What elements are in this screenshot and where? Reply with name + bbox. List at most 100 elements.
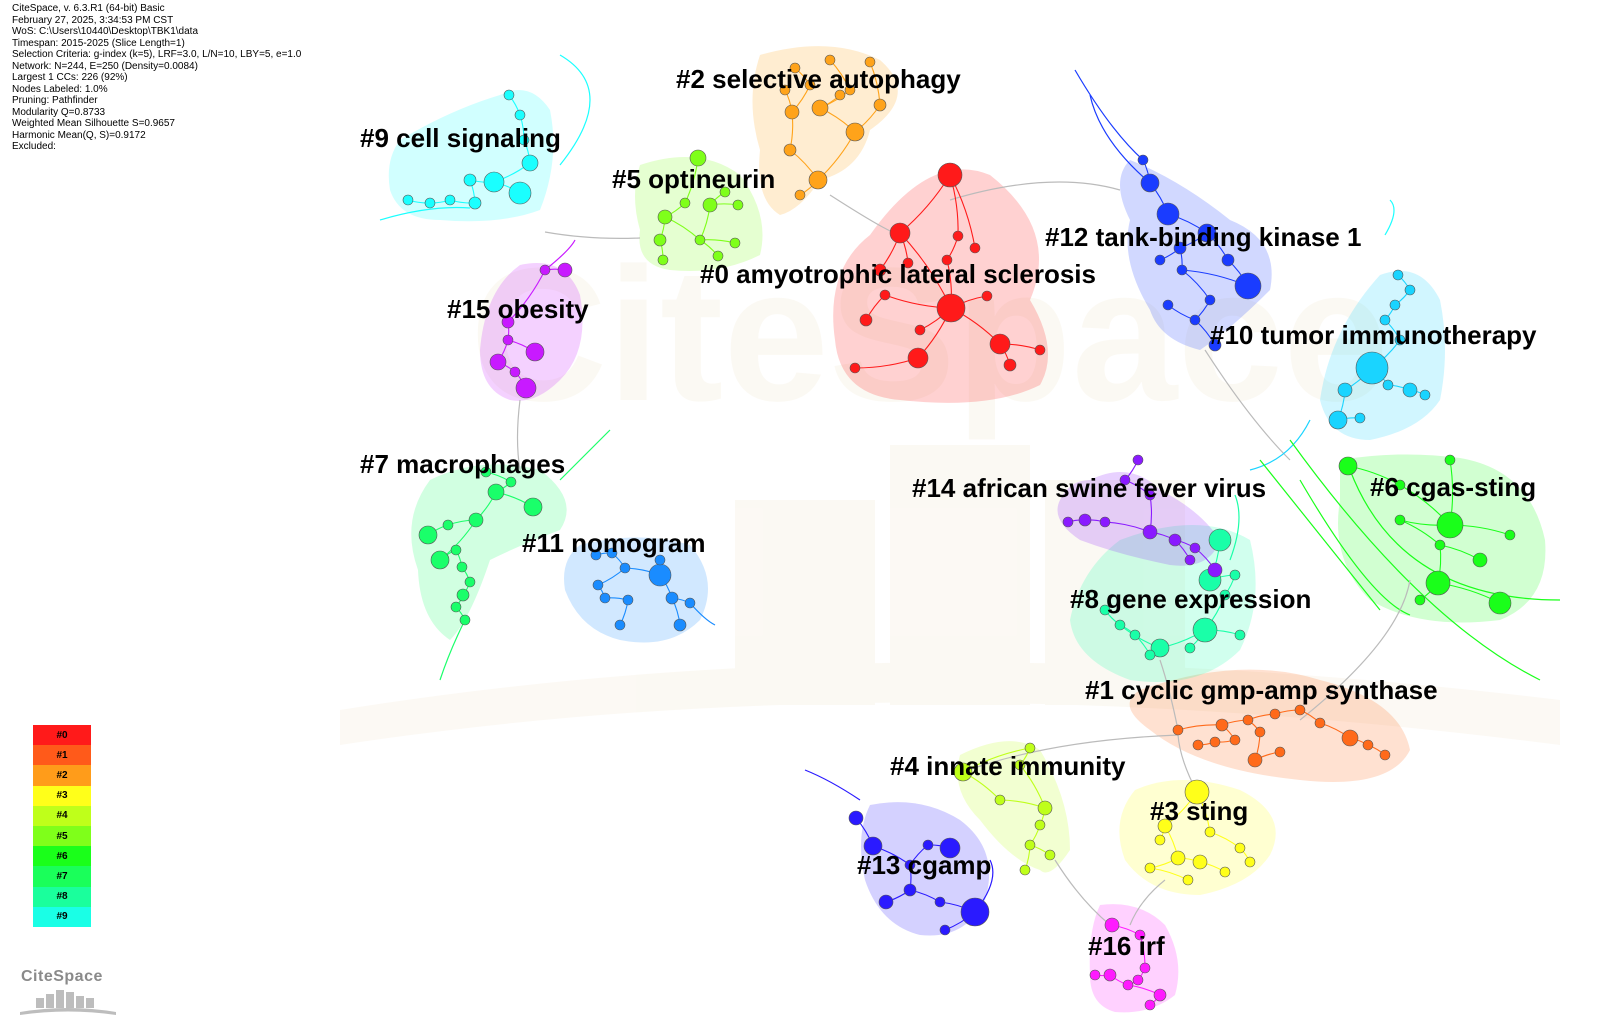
citation-node[interactable] (468, 512, 484, 528)
citation-node[interactable] (941, 254, 953, 266)
citation-node[interactable] (783, 143, 797, 157)
citation-node[interactable] (981, 290, 993, 302)
citation-node[interactable] (1294, 704, 1306, 716)
citation-node[interactable] (502, 334, 514, 346)
citation-node[interactable] (592, 579, 604, 591)
citation-node[interactable] (1157, 818, 1173, 834)
citation-node[interactable] (442, 519, 454, 531)
citation-node[interactable] (969, 242, 981, 254)
citation-node[interactable] (657, 254, 669, 266)
citation-node[interactable] (1269, 708, 1281, 720)
citation-node[interactable] (1134, 929, 1146, 941)
citation-node[interactable] (1172, 724, 1184, 736)
citation-node[interactable] (1099, 604, 1111, 616)
citation-node[interactable] (953, 762, 973, 782)
citation-node[interactable] (1184, 779, 1210, 805)
citation-node[interactable] (654, 554, 666, 566)
citation-node[interactable] (1207, 562, 1223, 578)
citation-node[interactable] (1354, 412, 1366, 424)
citation-node[interactable] (1314, 717, 1326, 729)
citation-node[interactable] (1234, 842, 1246, 854)
citation-node[interactable] (459, 614, 471, 626)
citation-node[interactable] (679, 197, 691, 209)
citation-node[interactable] (1139, 962, 1151, 974)
citation-node[interactable] (1044, 849, 1056, 861)
citation-node[interactable] (684, 597, 696, 609)
citation-node[interactable] (1034, 344, 1046, 356)
citation-node[interactable] (1144, 489, 1156, 501)
citation-node[interactable] (1215, 718, 1229, 732)
citation-node[interactable] (657, 209, 673, 225)
citation-node[interactable] (702, 197, 718, 213)
citation-node[interactable] (1153, 988, 1167, 1002)
citation-node[interactable] (514, 109, 526, 121)
citation-node[interactable] (1099, 516, 1111, 528)
citation-node[interactable] (1034, 819, 1046, 831)
citation-node[interactable] (873, 98, 887, 112)
citation-node[interactable] (1362, 739, 1374, 751)
citation-node[interactable] (1024, 839, 1036, 851)
citation-node[interactable] (1247, 752, 1263, 768)
citation-node[interactable] (1184, 554, 1196, 566)
citation-node[interactable] (922, 839, 934, 851)
citation-node[interactable] (450, 601, 462, 613)
citation-node[interactable] (525, 342, 545, 362)
citation-node[interactable] (960, 897, 990, 927)
citation-node[interactable] (789, 62, 801, 74)
citation-node[interactable] (508, 181, 532, 205)
citation-node[interactable] (1154, 834, 1166, 846)
citation-node[interactable] (939, 837, 961, 859)
citation-node[interactable] (1337, 382, 1353, 398)
citation-node[interactable] (1209, 736, 1221, 748)
citation-node[interactable] (1173, 241, 1187, 255)
citation-node[interactable] (779, 84, 791, 96)
citation-node[interactable] (1229, 734, 1241, 746)
citation-node[interactable] (489, 353, 507, 371)
citation-node[interactable] (1274, 746, 1286, 758)
citation-node[interactable] (1192, 854, 1208, 870)
citation-node[interactable] (907, 347, 929, 369)
citation-node[interactable] (1355, 351, 1389, 385)
citation-node[interactable] (444, 194, 456, 206)
citation-node[interactable] (1504, 529, 1516, 541)
citation-node[interactable] (824, 54, 836, 66)
citation-node[interactable] (509, 366, 521, 378)
citation-node[interactable] (464, 576, 476, 588)
citation-node[interactable] (1150, 638, 1170, 658)
citation-node[interactable] (1156, 202, 1180, 226)
citation-node[interactable] (487, 483, 505, 501)
citation-node[interactable] (1204, 826, 1216, 838)
citation-node[interactable] (1242, 714, 1254, 726)
citation-node[interactable] (952, 230, 964, 242)
citation-node[interactable] (1434, 539, 1446, 551)
citation-node[interactable] (694, 234, 706, 246)
citation-node[interactable] (1132, 974, 1144, 986)
citation-node[interactable] (1404, 284, 1416, 296)
citation-node[interactable] (904, 859, 916, 871)
citation-node[interactable] (845, 122, 865, 142)
citation-node[interactable] (914, 324, 926, 336)
citation-node[interactable] (599, 592, 611, 604)
citation-node[interactable] (1168, 533, 1182, 547)
citation-node[interactable] (1170, 850, 1186, 866)
citation-node[interactable] (712, 250, 724, 262)
citation-node[interactable] (1392, 269, 1404, 281)
citation-node[interactable] (848, 810, 864, 826)
citation-node[interactable] (1122, 979, 1134, 991)
citation-node[interactable] (590, 549, 602, 561)
citation-node[interactable] (834, 89, 846, 101)
citation-node[interactable] (804, 79, 816, 91)
citation-node[interactable] (1154, 254, 1166, 266)
citation-node[interactable] (1436, 511, 1464, 539)
citation-node[interactable] (1219, 866, 1231, 878)
citation-node[interactable] (653, 233, 667, 247)
citation-node[interactable] (523, 497, 543, 517)
citation-node[interactable] (864, 56, 876, 68)
citation-node[interactable] (1328, 410, 1348, 430)
citation-node[interactable] (808, 170, 828, 190)
citation-node[interactable] (1379, 314, 1391, 326)
citation-node[interactable] (521, 154, 539, 172)
citation-node[interactable] (1488, 591, 1512, 615)
citation-node[interactable] (844, 84, 856, 96)
citation-node[interactable] (614, 619, 626, 631)
